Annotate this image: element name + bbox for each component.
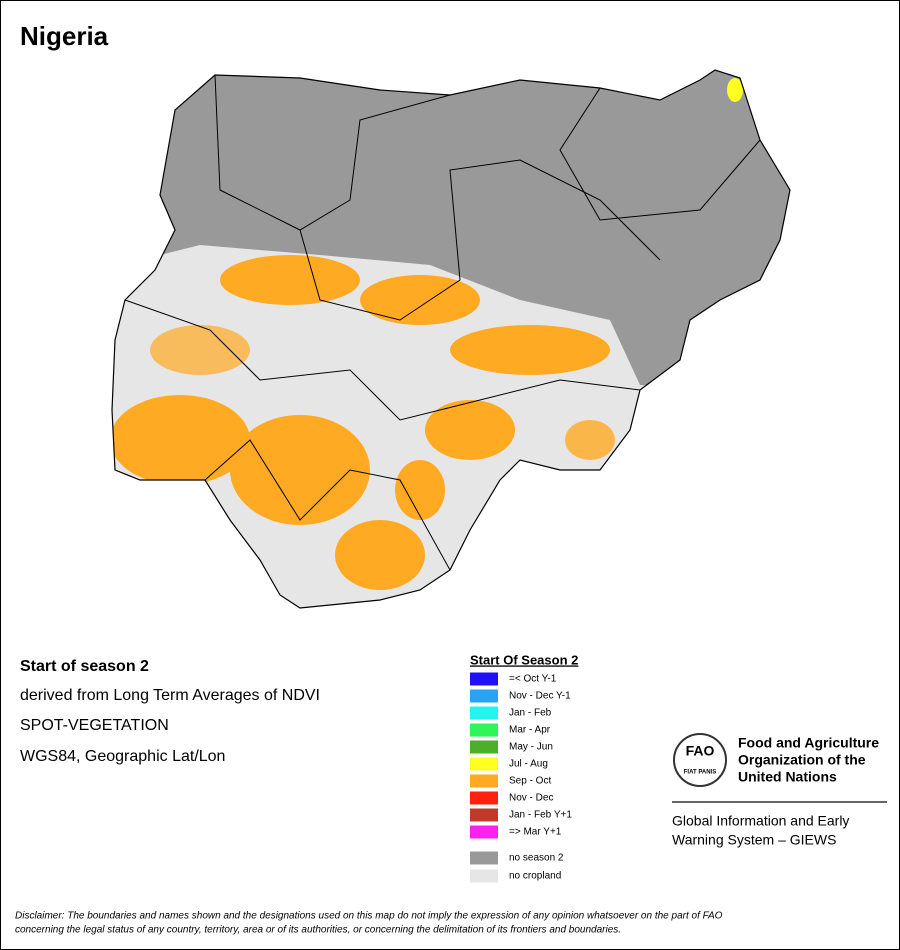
legend-label: => Mar Y+1: [509, 827, 562, 838]
legend-label: May - Jun: [509, 742, 553, 753]
legend-swatch: [470, 689, 498, 703]
logo-motto: FIAT PANIS: [684, 770, 716, 776]
legend-swatch: [470, 672, 498, 686]
legend-swatch: [470, 825, 498, 839]
info-line: WGS84, Geographic Lat/Lon: [20, 748, 225, 765]
legend-label: Jan - Feb: [509, 708, 552, 719]
legend-label: =< Oct Y-1: [509, 674, 557, 685]
legend-label: Sep - Oct: [509, 776, 551, 787]
legend: =< Oct Y-1 Nov - Dec Y-1 Jan - Feb Mar - Ap…: [470, 672, 572, 883]
legend-label: Mar - Apr: [509, 725, 551, 736]
org-name: United Nations: [738, 769, 837, 785]
legend-swatch: [470, 808, 498, 822]
legend-swatch: [470, 869, 498, 883]
info-line: derived from Long Term Averages of NDVI: [20, 687, 320, 704]
legend-swatch: [470, 723, 498, 737]
legend-label: no season 2: [509, 853, 564, 864]
org-name: Food and Agriculture: [738, 735, 879, 751]
legend-swatch: [470, 851, 498, 865]
disclaimer: Disclaimer: The boundaries and names sho…: [15, 911, 723, 922]
legend-swatch: [470, 706, 498, 720]
logo-emblem: FAO: [686, 743, 715, 759]
info-heading: Start of season 2: [20, 658, 149, 675]
legend-swatch: [470, 757, 498, 771]
legend-title: Start Of Season 2: [470, 652, 578, 667]
legend-label: Nov - Dec Y-1: [509, 691, 571, 702]
org-name: Organization of the: [738, 752, 866, 768]
country-outline: [111, 69, 791, 609]
legend-label: Jul - Aug: [509, 759, 548, 770]
legend-swatch: [470, 740, 498, 754]
system-name: Warning System – GIEWS: [672, 832, 836, 848]
legend-swatch: [470, 774, 498, 788]
disclaimer: concerning the legal status of any count…: [15, 925, 621, 936]
legend-label: no cropland: [509, 871, 561, 882]
system-name: Global Information and Early: [672, 813, 849, 829]
info-line: SPOT-VEGETATION: [20, 717, 169, 734]
legend-swatch: [470, 791, 498, 805]
legend-label: Jan - Feb Y+1: [509, 810, 572, 821]
map-title: Nigeria: [20, 21, 109, 51]
legend-label: Nov - Dec: [509, 793, 553, 804]
fao-logo: FAO FIAT PANIS: [673, 733, 727, 787]
